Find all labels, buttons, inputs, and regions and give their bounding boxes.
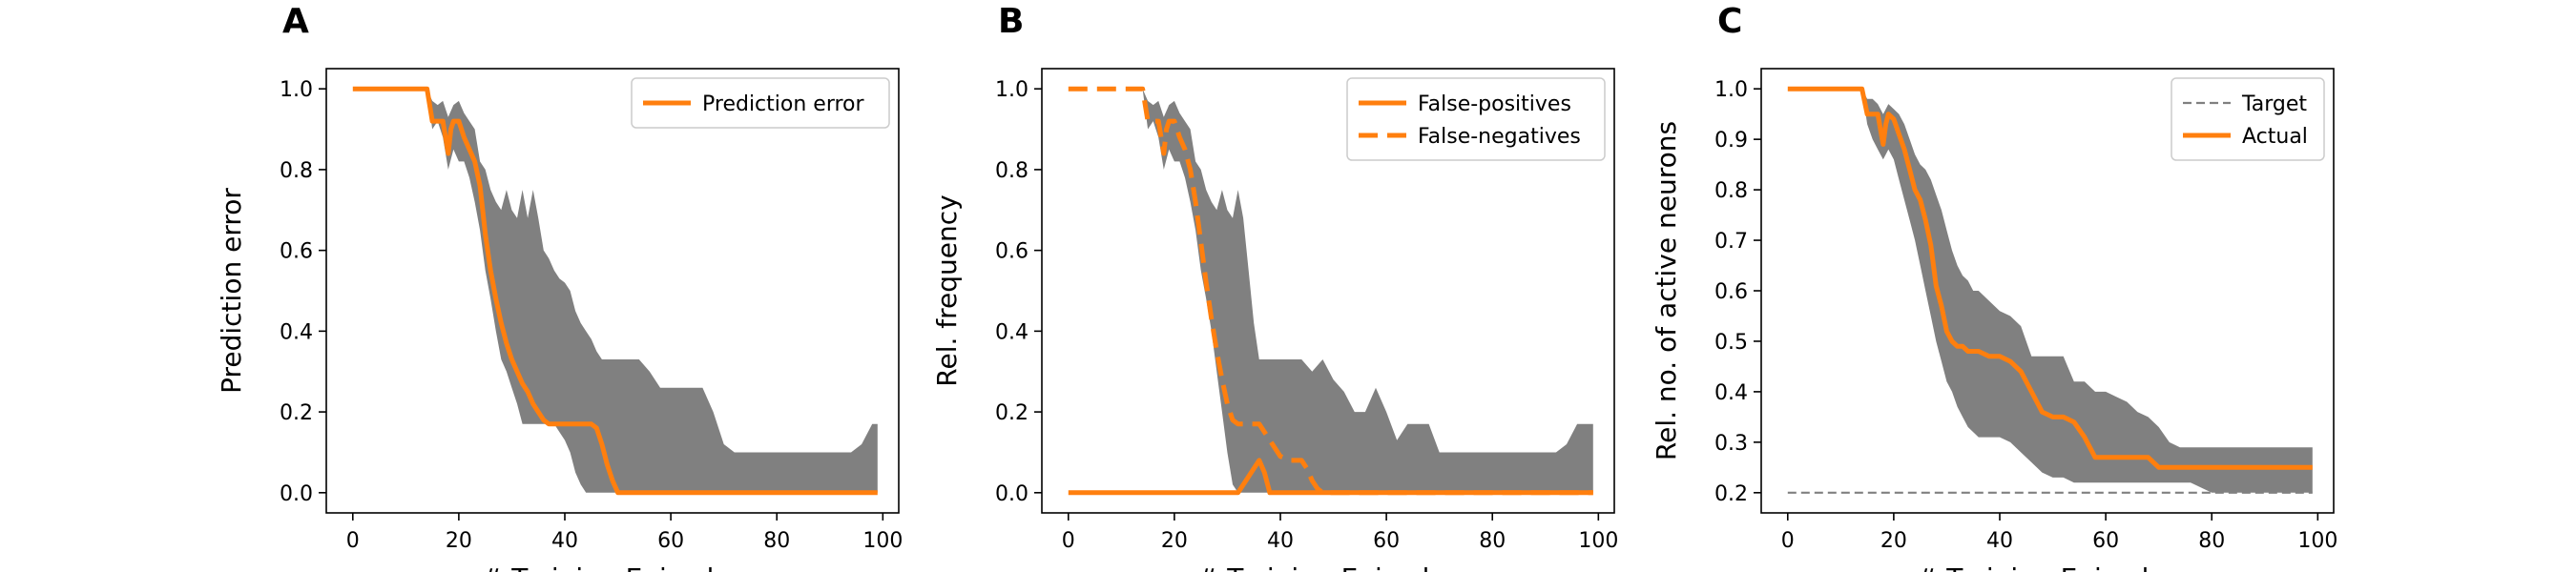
x-tick-label: 100	[2297, 529, 2337, 553]
y-axis-label: Prediction error	[216, 188, 247, 394]
x-tick-label: 0	[346, 529, 360, 553]
legend-label: Actual	[2242, 125, 2308, 149]
x-tick-label: 0	[1062, 529, 1075, 553]
x-axis-label: # Training Episodes	[481, 562, 744, 572]
panel-c-plot: 0 20 40 60 80 100 0.2 0.3 0.4 0.5 0.6 0.7 0.8 0.9 1.0 #…	[1651, 68, 2337, 572]
x-tick-label: 80	[1479, 529, 1506, 553]
y-tick-label: 0.6	[1714, 280, 1748, 304]
panel-c-label: C	[1717, 2, 1742, 41]
legend: Target Actual	[2171, 77, 2325, 161]
legend-label: Prediction error	[702, 92, 864, 116]
x-tick-label: 20	[1880, 529, 1907, 553]
x-tick-label: 100	[1578, 529, 1618, 553]
legend-label: Target	[2241, 92, 2307, 116]
y-tick-label: 0.2	[1714, 482, 1748, 506]
x-tick-label: 60	[657, 529, 684, 553]
x-axis-label: # Training Episodes	[1916, 562, 2179, 572]
x-tick-label: 60	[1373, 529, 1400, 553]
x-tick-label: 80	[763, 529, 790, 553]
x-axis-label: # Training Episodes	[1196, 562, 1460, 572]
series-line	[1787, 86, 2313, 470]
y-tick-label: 0.8	[1714, 179, 1748, 203]
y-tick-label: 1.0	[280, 78, 313, 102]
y-tick-label: 0.2	[280, 401, 313, 425]
y-tick-label: 0.7	[1714, 230, 1748, 254]
y-tick-label: 0.8	[280, 159, 313, 183]
y-tick-label: 0.3	[1714, 432, 1748, 456]
y-tick-label: 0.0	[280, 482, 313, 506]
y-tick-label: 0.9	[1714, 129, 1748, 153]
legend-box	[1346, 77, 1606, 161]
y-axis-label: Rel. frequency	[931, 194, 963, 386]
x-tick-label: 40	[551, 529, 578, 553]
panel-c: C	[1717, 2, 1742, 41]
panel-b: B	[998, 2, 1024, 41]
panel-b-label: B	[998, 2, 1024, 41]
panel-a-plot: 0 20 40 60 80 100 0.0 0.2 0.4 0.6 0.8 1.0 # Training…	[216, 68, 903, 572]
range-band	[352, 89, 878, 493]
y-tick-label: 0.4	[280, 320, 313, 344]
legend-label: False-positives	[1418, 92, 1571, 116]
panel-a: A	[282, 2, 309, 41]
legend-box	[2171, 77, 2325, 161]
range-band	[1068, 89, 1593, 493]
series-line	[352, 86, 878, 496]
y-tick-label: 1.0	[1714, 78, 1748, 102]
y-tick-label: 0.5	[1714, 331, 1748, 355]
y-tick-label: 1.0	[995, 78, 1028, 102]
range-band	[1787, 89, 2313, 493]
y-tick-label: 0.6	[995, 240, 1028, 264]
series-line	[1068, 86, 1593, 496]
legend-box	[631, 77, 890, 129]
x-tick-label: 0	[1781, 529, 1795, 553]
legend-label: False-negatives	[1418, 125, 1581, 149]
legend: Prediction error	[631, 77, 890, 129]
y-tick-label: 0.4	[1714, 381, 1748, 405]
panel-a-label: A	[282, 2, 309, 41]
x-tick-label: 20	[446, 529, 472, 553]
x-tick-label: 20	[1161, 529, 1188, 553]
x-tick-label: 80	[2198, 529, 2225, 553]
x-tick-label: 40	[1267, 529, 1294, 553]
y-tick-label: 0.8	[995, 159, 1028, 183]
y-tick-label: 0.0	[995, 482, 1028, 506]
axes-frame	[325, 68, 900, 514]
panel-b-plot: 0 20 40 60 80 100 0.0 0.2 0.4 0.6 0.8 1.0 # Training…	[931, 68, 1618, 572]
y-tick-label: 0.6	[280, 240, 313, 264]
axes-frame	[1041, 68, 1615, 514]
x-tick-label: 60	[2092, 529, 2119, 553]
x-tick-label: 40	[1986, 529, 2013, 553]
y-axis-label: Rel. no. of active neurons	[1651, 121, 1682, 460]
legend: False-positives False-negatives	[1346, 77, 1606, 161]
y-tick-label: 0.2	[995, 401, 1028, 425]
x-tick-label: 100	[862, 529, 903, 553]
y-tick-label: 0.4	[995, 320, 1028, 344]
